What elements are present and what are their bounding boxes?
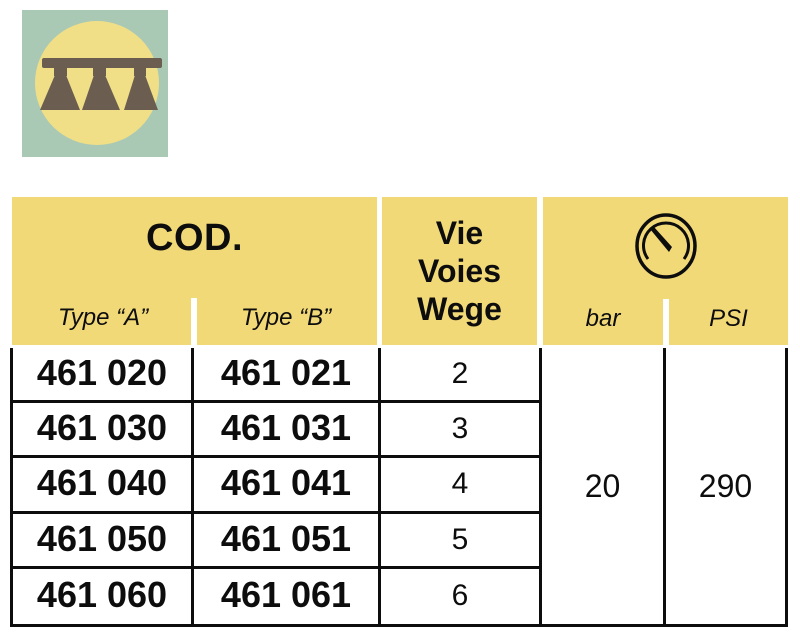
type-b-code-cell: 461 061 <box>194 568 381 624</box>
type-b-code-cell: 461 051 <box>194 513 381 569</box>
ways-cell: 4 <box>381 458 542 514</box>
psi-column-header: PSI <box>709 305 748 332</box>
type-b-code-cell: 461 021 <box>194 348 381 404</box>
header-divider <box>663 299 669 345</box>
ways-cell: 3 <box>381 403 542 459</box>
bar-value-cell: 20 <box>542 348 666 624</box>
header-pressure-block: bar PSI <box>543 197 788 345</box>
ways-label-fr2: Voies <box>418 253 501 289</box>
type-a-column-header: Type “A” <box>57 304 149 331</box>
header-divider <box>191 298 197 345</box>
type-a-code-cell: 461 060 <box>13 568 194 624</box>
boom-sprayer-icon <box>22 10 168 157</box>
pressure-gauge-icon <box>631 209 701 283</box>
ways-label-de: Wege <box>417 291 502 327</box>
ways-cell: 2 <box>381 348 542 404</box>
type-b-code-cell: 461 031 <box>194 403 381 459</box>
cod-header-label: COD. <box>146 217 243 259</box>
type-b-code-cell: 461 041 <box>194 458 381 514</box>
ways-cell: 6 <box>381 568 542 624</box>
type-b-column-header: Type “B” <box>240 304 332 331</box>
type-a-code-cell: 461 040 <box>13 458 194 514</box>
ways-cell: 5 <box>381 513 542 569</box>
header-cod-block: COD. Type “A” Type “B” <box>12 197 377 345</box>
product-icon-tile <box>22 10 168 157</box>
type-a-code-cell: 461 030 <box>13 403 194 459</box>
type-a-code-cell: 461 050 <box>13 513 194 569</box>
psi-value-cell: 290 <box>698 467 753 504</box>
ways-label-fr: Vie <box>435 215 484 251</box>
header-ways-block: Vie Voies Wege <box>382 197 537 345</box>
bar-column-header: bar <box>585 305 621 332</box>
parts-table: 20 290 461 020 461 021 2 461 030 461 031… <box>10 348 788 627</box>
type-a-code-cell: 461 020 <box>13 348 194 404</box>
